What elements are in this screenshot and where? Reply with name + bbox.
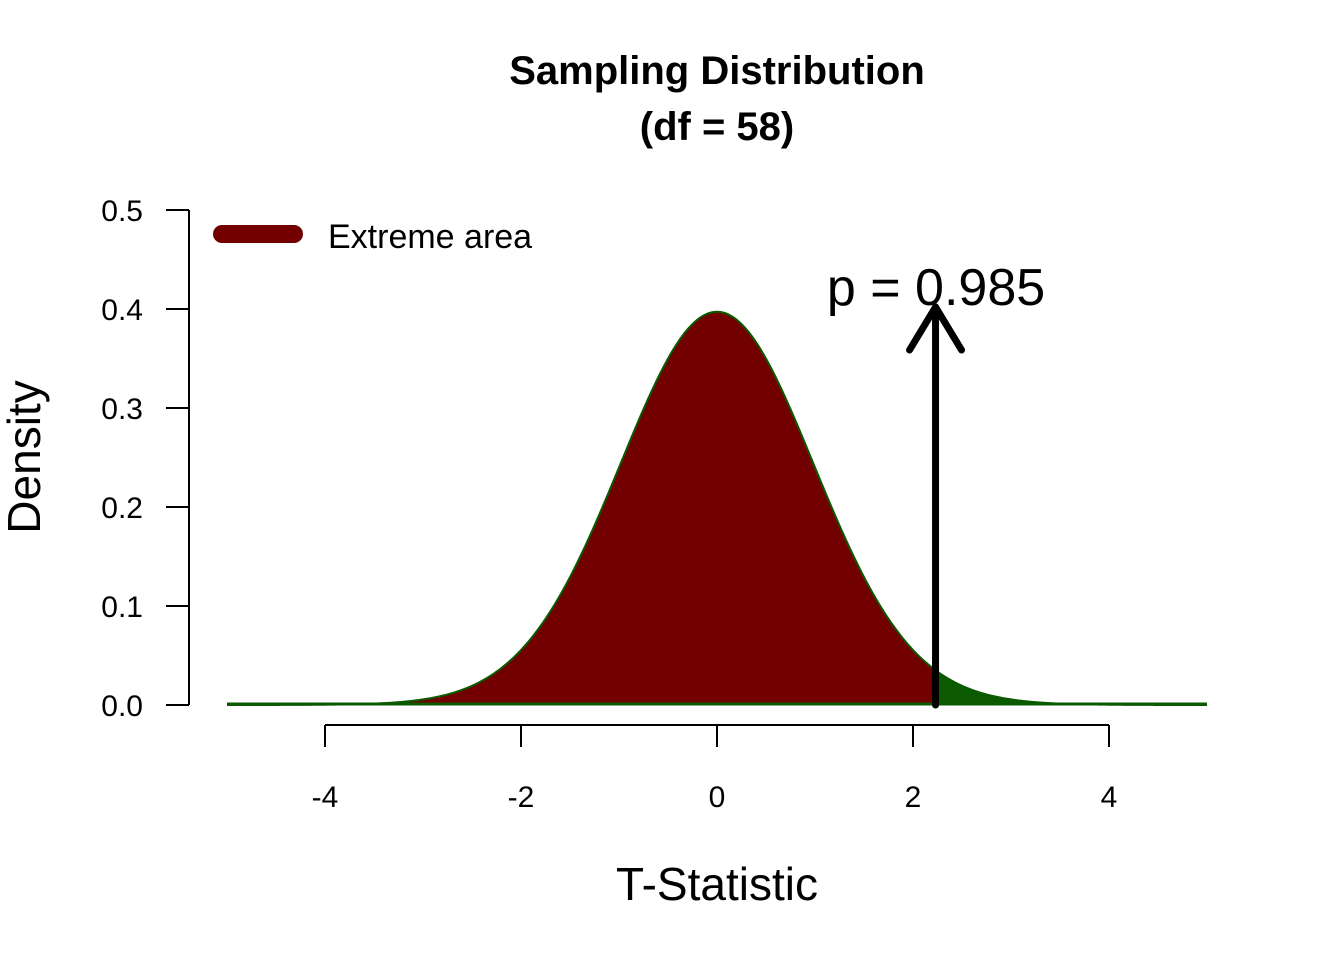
density-curve bbox=[227, 310, 1207, 706]
x-tick-label: -4 bbox=[312, 781, 339, 814]
axes: 0.0 0.1 0.2 0.3 0.4 0.5 -4 -2 0 2 4 bbox=[101, 195, 1117, 814]
y-tick-label: 0.4 bbox=[101, 294, 143, 327]
extreme-area bbox=[227, 311, 936, 705]
y-axis-label: Density bbox=[0, 380, 50, 533]
legend: Extreme area bbox=[213, 218, 532, 256]
y-tick-label: 0.3 bbox=[101, 393, 143, 426]
legend-label: Extreme area bbox=[328, 218, 532, 256]
y-tick-label: 0.0 bbox=[101, 690, 143, 723]
arrow-head bbox=[906, 303, 966, 354]
x-tick-label: 2 bbox=[905, 781, 922, 814]
y-tick-label: 0.5 bbox=[101, 195, 143, 228]
chart-title: Sampling Distribution bbox=[509, 49, 925, 93]
observed-t-arrow bbox=[906, 303, 966, 709]
y-tick-label: 0.2 bbox=[101, 492, 143, 525]
tail-area bbox=[935, 670, 1207, 705]
chart-subtitle: (df = 58) bbox=[640, 105, 794, 149]
p-value-annotation: p = 0.985 bbox=[827, 259, 1045, 317]
y-tick-label: 0.1 bbox=[101, 591, 143, 624]
x-tick-label: 4 bbox=[1101, 781, 1118, 814]
x-axis-label: T-Statistic bbox=[616, 858, 818, 910]
x-tick-label: 0 bbox=[709, 781, 726, 814]
x-tick-label: -2 bbox=[508, 781, 535, 814]
